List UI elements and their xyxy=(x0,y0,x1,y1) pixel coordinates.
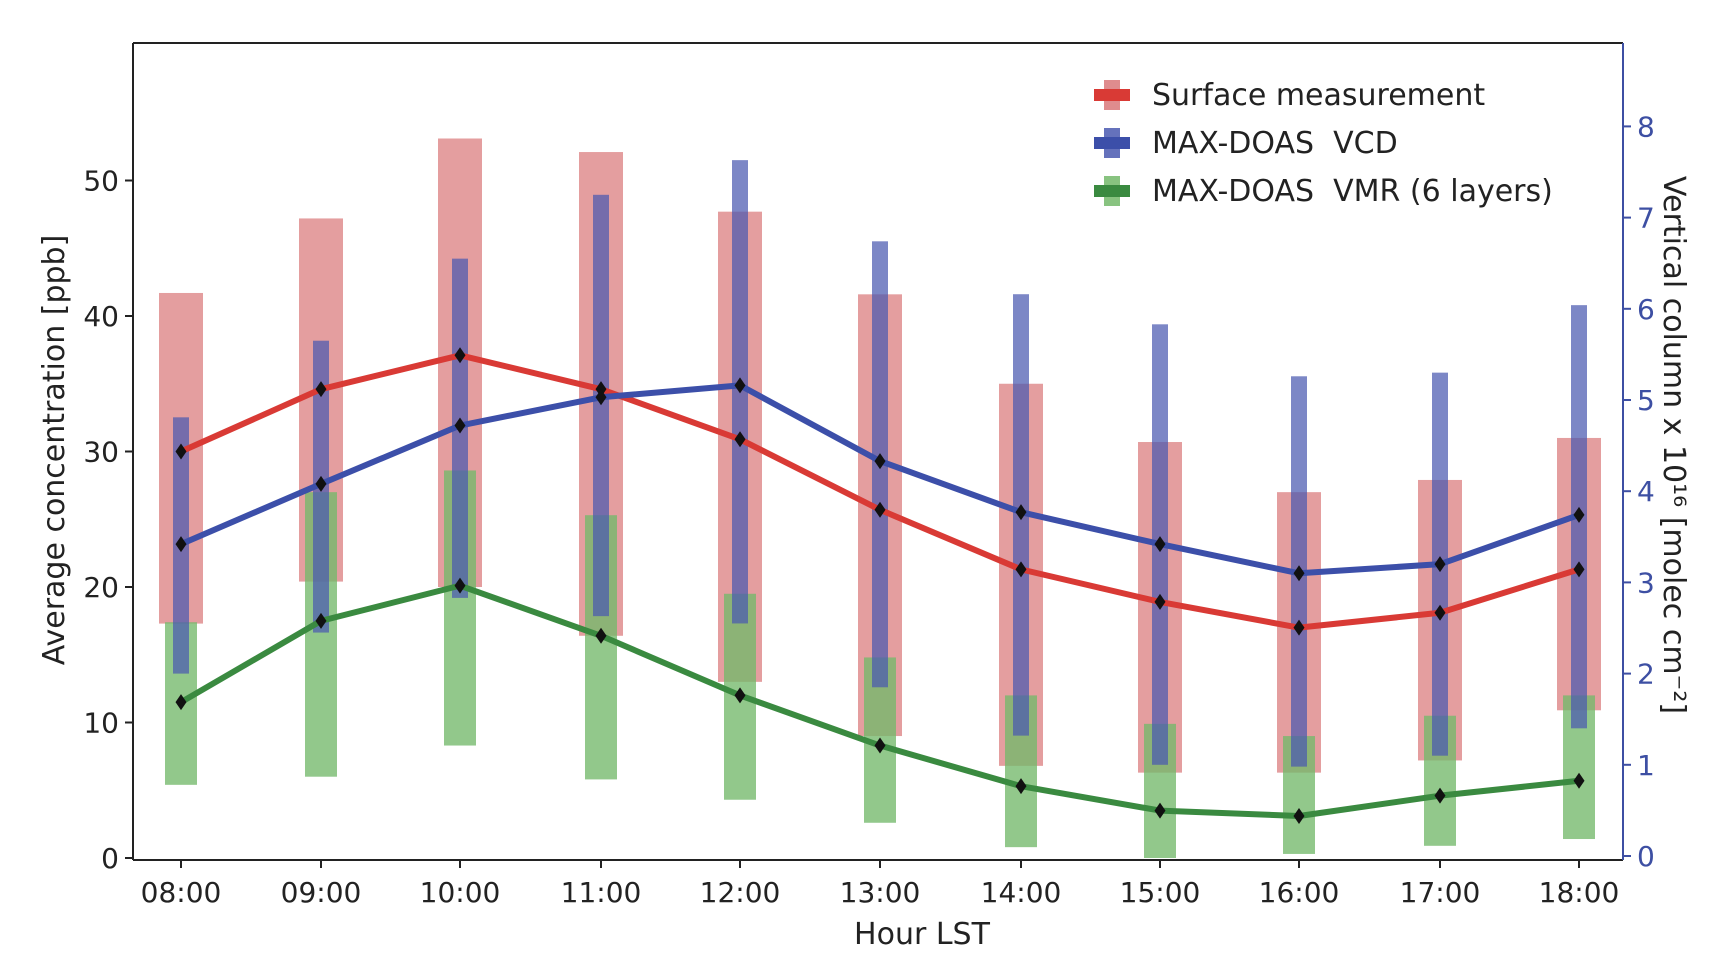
legend-swatch-surface-line xyxy=(1094,89,1130,101)
legend-label-vcd: MAX-DOAS VCD xyxy=(1152,126,1398,161)
y-axis-right-title: Vertical column x 10¹⁶ [molec cm⁻²] xyxy=(1656,176,1691,714)
y2-tick-label-6: 6 xyxy=(1637,293,1655,326)
legend: Surface measurement MAX-DOAS VCD MAX-DOA… xyxy=(1094,78,1553,209)
y2-tick-label-8: 8 xyxy=(1637,110,1655,143)
vmr-point-0900 xyxy=(315,612,327,629)
x-tick-label-0800: 08:00 xyxy=(141,876,222,909)
y2-tick-label-0: 0 xyxy=(1637,840,1655,873)
vcd-point-1600 xyxy=(1293,565,1305,582)
vcd-point-1200 xyxy=(734,377,746,394)
vmr-point-1800 xyxy=(1573,772,1585,789)
y2-tick-label-3: 3 xyxy=(1637,566,1655,599)
vmr-point-1600 xyxy=(1293,807,1305,824)
legend-entry-vmr: MAX-DOAS VMR (6 layers) xyxy=(1094,174,1553,209)
y-tick-label-20: 20 xyxy=(83,571,119,604)
y2-tick-label-7: 7 xyxy=(1637,202,1655,235)
vmr-point-1200 xyxy=(734,687,746,704)
legend-entry-surface: Surface measurement xyxy=(1094,78,1485,113)
legend-swatch-vcd-line xyxy=(1094,137,1130,149)
vmr-point-1300 xyxy=(874,737,886,754)
x-tick-label-1300: 13:00 xyxy=(840,876,921,909)
surface-point-0800 xyxy=(175,443,187,460)
vcd-point-1100 xyxy=(595,389,607,406)
x-tick-label-1600: 16:00 xyxy=(1259,876,1340,909)
surface-point-1400 xyxy=(1015,561,1027,578)
surface-point-1800 xyxy=(1573,561,1585,578)
x-tick-label-1500: 15:00 xyxy=(1120,876,1201,909)
surface-point-1000 xyxy=(454,347,466,364)
x-tick-label-1400: 14:00 xyxy=(981,876,1062,909)
x-axis-title: Hour LST xyxy=(854,917,991,952)
x-tick-label-1200: 12:00 xyxy=(700,876,781,909)
axes-layer: 0 10 20 30 40 50 0 1 2 3 4 5 6 7 8 08:00 09:00 10:00 11:00… xyxy=(83,42,1655,909)
surface-point-1500 xyxy=(1154,593,1166,610)
legend-label-vmr: MAX-DOAS VMR (6 layers) xyxy=(1152,174,1553,209)
surface-point-1100 xyxy=(595,381,607,398)
y-tick-label-0: 0 xyxy=(101,842,119,875)
vmr-point-1700 xyxy=(1434,787,1446,804)
vcd-point-0800 xyxy=(175,536,187,553)
surface-point-1300 xyxy=(874,501,886,518)
vmr-point-1000 xyxy=(454,577,466,594)
markers-layer xyxy=(175,347,1585,824)
vcd-point-1400 xyxy=(1015,504,1027,521)
surface-point-1200 xyxy=(734,431,746,448)
x-tick-label-0900: 09:00 xyxy=(281,876,362,909)
y-axis-left-title: Average concentration [ppb] xyxy=(37,235,72,666)
legend-swatch-vmr-line xyxy=(1094,185,1130,197)
legend-entry-vcd: MAX-DOAS VCD xyxy=(1094,126,1398,161)
surface-point-1600 xyxy=(1293,619,1305,636)
surface-point-1700 xyxy=(1434,604,1446,621)
y-tick-label-30: 30 xyxy=(83,436,119,469)
y-tick-label-40: 40 xyxy=(83,300,119,333)
vcd-point-0900 xyxy=(315,475,327,492)
y2-tick-label-1: 1 xyxy=(1637,749,1655,782)
y-tick-label-50: 50 xyxy=(83,165,119,198)
vmr-point-1500 xyxy=(1154,802,1166,819)
x-tick-label-1800: 18:00 xyxy=(1539,876,1620,909)
vcd-point-1800 xyxy=(1573,506,1585,523)
y2-tick-label-2: 2 xyxy=(1637,658,1655,691)
legend-label-surface: Surface measurement xyxy=(1152,78,1485,113)
vmr-point-1100 xyxy=(595,627,607,644)
x-tick-label-1100: 11:00 xyxy=(561,876,642,909)
vcd-point-1700 xyxy=(1434,556,1446,573)
vcd-point-1500 xyxy=(1154,536,1166,553)
y2-tick-label-4: 4 xyxy=(1637,475,1655,508)
vmr-point-0800 xyxy=(175,694,187,711)
vcd-point-1000 xyxy=(454,417,466,434)
x-tick-label-1000: 10:00 xyxy=(420,876,501,909)
y-tick-label-10: 10 xyxy=(83,707,119,740)
vmr-point-1400 xyxy=(1015,778,1027,795)
y2-tick-label-5: 5 xyxy=(1637,384,1655,417)
vcd-range-bar-1100 xyxy=(593,194,609,617)
vcd-point-1300 xyxy=(874,453,886,470)
surface-point-0900 xyxy=(315,381,327,398)
x-tick-label-1700: 17:00 xyxy=(1400,876,1481,909)
